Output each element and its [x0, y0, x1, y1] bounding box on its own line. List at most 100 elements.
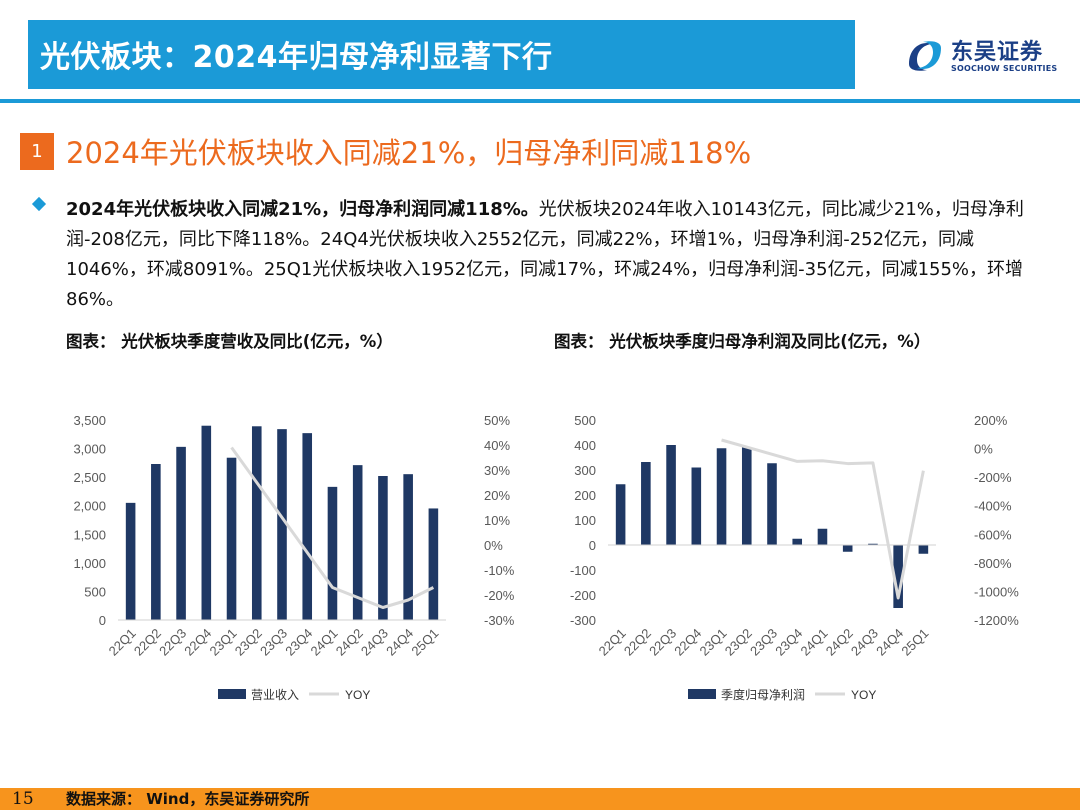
- y-left-tick-label: -200: [570, 588, 596, 603]
- x-tick-label: 23Q2: [232, 626, 265, 659]
- x-tick-label: 24Q4: [873, 626, 906, 659]
- bar: [378, 476, 388, 620]
- bar: [201, 425, 212, 620]
- net-profit-chart: -300 -200 -100 0 100 200 300 400 500 -1200% -1000%…: [570, 413, 1019, 702]
- legend-swatch-bar: [218, 689, 246, 699]
- x-tick-label: 24Q2: [333, 626, 366, 659]
- y-left-tick-label: 1,000: [73, 556, 106, 571]
- x-tick-label: 25Q1: [898, 626, 931, 659]
- bar: [615, 484, 626, 545]
- figure-caption-profit: 图表： 光伏板块季度归母净利润及同比(亿元，%）: [554, 332, 931, 351]
- y-left-tick-label: 3,500: [73, 413, 106, 428]
- x-tick-label: 23Q4: [282, 626, 315, 659]
- y-left-tick-label: 2,500: [73, 470, 106, 485]
- x-tick-label: 24Q3: [848, 626, 881, 659]
- bar: [251, 426, 262, 620]
- x-tick-label: 23Q4: [772, 626, 805, 659]
- y-right-tick-label: -30%: [484, 613, 515, 628]
- x-tick-label: 25Q1: [408, 626, 441, 659]
- bar: [666, 445, 676, 545]
- bar: [741, 447, 752, 545]
- bar: [817, 528, 828, 545]
- y-right-tick-label: -1000%: [974, 584, 1019, 599]
- y-left-tick-label: -300: [570, 613, 596, 628]
- soochow-logo-icon: [909, 41, 941, 71]
- bar: [151, 464, 161, 620]
- y-left-tick-label: 200: [574, 488, 596, 503]
- y-left-tick-label: 0: [589, 538, 596, 553]
- header-rule: [0, 99, 1080, 103]
- y-right-tick-label: -10%: [484, 563, 515, 578]
- bar: [868, 543, 878, 545]
- yoy-line: [230, 446, 435, 609]
- summary-bold-lead: 2024年光伏板块收入同减21%，归母净利润同减118%。: [66, 199, 539, 220]
- bar: [403, 474, 413, 620]
- bar: [226, 457, 237, 620]
- company-logo: 东吴证券 SOOCHOW SECURITIES: [903, 34, 1063, 78]
- section-number: 1: [20, 133, 54, 170]
- bar: [302, 433, 313, 620]
- y-right-tick-label: 50%: [484, 413, 510, 428]
- y-right-tick-label: -800%: [974, 556, 1012, 571]
- x-tick-label: 23Q2: [722, 626, 755, 659]
- y-right-tick-label: 0%: [484, 538, 503, 553]
- summary-paragraph: 2024年光伏板块收入同减21%，归母净利润同减118%。光伏板块2024年收入…: [66, 195, 1046, 315]
- y-right-tick-label: -1200%: [974, 613, 1019, 628]
- y-right-tick-label: -200%: [974, 470, 1012, 485]
- y-left-tick-label: -100: [570, 563, 596, 578]
- data-source: 数据来源： Wind，东吴证券研究所: [66, 790, 310, 808]
- y-right-tick-label: 10%: [484, 513, 510, 528]
- bar: [893, 545, 903, 608]
- x-tick-label: 23Q3: [257, 626, 290, 659]
- legend-label-bar: 季度归母净利润: [721, 687, 805, 702]
- figure-caption-revenue: 图表： 光伏板块季度营收及同比(亿元，%）: [66, 332, 393, 351]
- x-tick-label: 22Q4: [181, 626, 214, 659]
- x-tick-label: 23Q1: [207, 626, 240, 659]
- y-right-tick-label: 200%: [974, 413, 1008, 428]
- page-title: 光伏板块：2024年归母净利显著下行: [40, 40, 553, 75]
- x-tick-label: 24Q3: [358, 626, 391, 659]
- bar: [767, 463, 777, 545]
- legend-swatch-bar: [688, 689, 716, 699]
- y-right-tick-label: -400%: [974, 499, 1012, 514]
- summary-text: 光伏板块2024年收入10143亿元，同比减少21%，归母净利润-208亿元，同…: [66, 199, 1024, 310]
- legend-label-bar: 营业收入: [251, 688, 299, 702]
- y-left-tick-label: 3,000: [73, 442, 106, 457]
- section-title: 2024年光伏板块收入同减21%，归母净利同减118%: [66, 136, 752, 170]
- x-tick-label: 22Q4: [671, 626, 704, 659]
- y-right-tick-label: 0%: [974, 442, 993, 457]
- y-right-tick-label: -20%: [484, 588, 515, 603]
- bar: [176, 446, 186, 620]
- bar: [792, 538, 803, 545]
- x-tick-label: 22Q3: [646, 626, 679, 659]
- y-left-tick-label: 0: [99, 613, 106, 628]
- x-tick-label: 22Q2: [621, 626, 654, 659]
- title-band: [28, 20, 855, 89]
- bar: [716, 448, 727, 545]
- bar: [842, 545, 853, 552]
- legend-label-line: YOY: [851, 688, 876, 702]
- x-tick-label: 22Q2: [131, 626, 164, 659]
- bar: [691, 467, 702, 545]
- logo-text-cn: 东吴证券: [951, 40, 1044, 65]
- bullet-diamond-icon: [31, 196, 47, 212]
- x-tick-label: 22Q1: [596, 626, 629, 659]
- bar: [918, 545, 929, 554]
- bar: [277, 429, 287, 620]
- y-left-tick-label: 2,000: [73, 499, 106, 514]
- x-tick-label: 23Q1: [697, 626, 730, 659]
- page-number: 15: [12, 789, 34, 809]
- x-tick-label: 24Q4: [383, 626, 416, 659]
- y-right-tick-label: 40%: [484, 438, 510, 453]
- bar: [428, 508, 439, 620]
- legend-label-line: YOY: [345, 688, 370, 702]
- y-left-tick-label: 100: [574, 513, 596, 528]
- y-left-tick-label: 300: [574, 463, 596, 478]
- y-right-tick-label: -600%: [974, 527, 1012, 542]
- y-left-tick-label: 500: [574, 413, 596, 428]
- footer-band: [0, 788, 1080, 810]
- y-left-tick-label: 1,500: [73, 527, 106, 542]
- x-tick-label: 24Q2: [823, 626, 856, 659]
- y-left-tick-label: 500: [84, 584, 106, 599]
- bar: [125, 502, 136, 620]
